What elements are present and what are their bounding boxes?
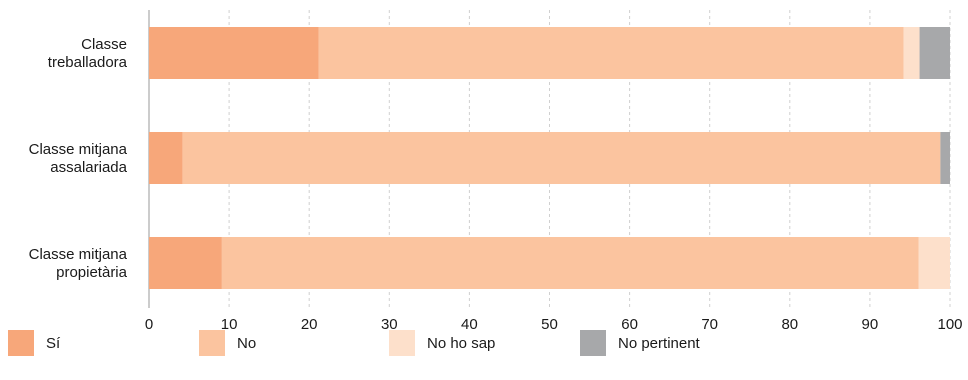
- legend-label: Sí: [46, 334, 61, 352]
- legend-swatch: [199, 330, 225, 356]
- legend-item: No pertinent: [580, 328, 700, 358]
- bar-segment: [940, 132, 950, 184]
- x-tick-labels: 0 10 20 30 40 50 60 70 80 90 100: [145, 316, 963, 330]
- legend-label: No: [237, 334, 257, 352]
- x-tick-label: 40: [461, 316, 478, 330]
- x-tick-label: 90: [862, 316, 879, 330]
- bar-segment: [919, 27, 950, 79]
- bars: [149, 27, 950, 289]
- x-tick-label: 20: [301, 316, 318, 330]
- bar-segment: [318, 27, 904, 79]
- stacked-bar-chart: Classe treballadora Classe mitjana assalari…: [29, 10, 963, 330]
- bar-segment: [903, 27, 920, 79]
- legend-label: No ho sap: [427, 334, 496, 352]
- x-tick-label: 70: [701, 316, 718, 330]
- legend-swatch: [8, 330, 34, 356]
- bar-segment: [221, 237, 919, 289]
- legend-label: No pertinent: [618, 334, 700, 352]
- x-tick-label: 50: [541, 316, 558, 330]
- x-tick-label: 100: [937, 316, 962, 330]
- category-labels: Classe treballadora Classe mitjana assalari…: [29, 36, 128, 281]
- bar-segment: [182, 132, 941, 184]
- bar-segment: [149, 237, 222, 289]
- legend: Sí No No ho sap No pertinent: [0, 328, 968, 358]
- legend-item: No ho sap: [389, 328, 495, 358]
- legend-swatch: [389, 330, 415, 356]
- bar-segment: [149, 132, 183, 184]
- bar-segment: [149, 27, 319, 79]
- x-tick-label: 10: [221, 316, 238, 330]
- category-label: Classe mitjana propietària: [29, 246, 128, 281]
- x-tick-label: 30: [381, 316, 398, 330]
- legend-item: Sí: [8, 328, 60, 358]
- category-label: Classe mitjana assalariada: [29, 141, 128, 176]
- category-label: Classe treballadora: [48, 36, 128, 71]
- legend-item: No: [199, 328, 256, 358]
- x-tick-label: 80: [781, 316, 798, 330]
- bar-segment: [918, 237, 950, 289]
- x-tick-label: 0: [145, 316, 153, 330]
- x-tick-label: 60: [621, 316, 638, 330]
- legend-swatch: [580, 330, 606, 356]
